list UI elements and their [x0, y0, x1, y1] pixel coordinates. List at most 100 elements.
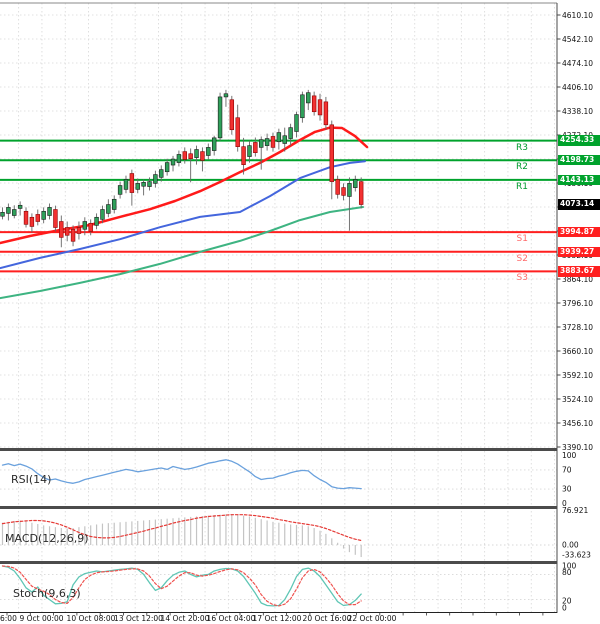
candle-down[interactable]: [129, 173, 135, 193]
candle-down[interactable]: [182, 151, 187, 160]
candle-down[interactable]: [23, 210, 29, 225]
candle-up[interactable]: [223, 93, 229, 98]
rsi-scale-label: 100: [562, 451, 577, 460]
candle-up[interactable]: [264, 138, 270, 146]
candle-up[interactable]: [206, 147, 211, 156]
candle-up[interactable]: [259, 139, 264, 148]
candle-down[interactable]: [317, 99, 323, 116]
candle-up[interactable]: [6, 207, 11, 214]
macd-signal-line: [1, 514, 362, 542]
candle-up[interactable]: [112, 198, 117, 210]
candle-up[interactable]: [147, 181, 152, 187]
candle-down[interactable]: [59, 221, 64, 238]
candle-up[interactable]: [217, 96, 223, 139]
candle-up[interactable]: [47, 207, 52, 216]
price-tick-label: 4406.10: [562, 83, 593, 92]
candle-up[interactable]: [141, 182, 146, 187]
candle-up[interactable]: [0, 212, 5, 217]
candle-up[interactable]: [247, 145, 252, 157]
candle-down[interactable]: [200, 151, 205, 161]
candle-down[interactable]: [235, 117, 240, 147]
price-tick-label: 4204.10: [562, 155, 593, 164]
candle-down[interactable]: [311, 95, 317, 113]
price-tick-label: 3592.10: [562, 371, 593, 380]
candle-down[interactable]: [53, 209, 58, 228]
time-tick-label: 14 Oct 20:00: [161, 614, 210, 623]
candle-up[interactable]: [153, 174, 158, 184]
candle-down[interactable]: [335, 179, 340, 195]
price-tick-label: 4068.10: [562, 203, 593, 212]
stoch-d-line: [1, 565, 362, 607]
panel-separator-3: [0, 561, 557, 564]
candle-up[interactable]: [41, 210, 46, 220]
ma-slow-green: [0, 206, 364, 300]
candle-down[interactable]: [35, 214, 40, 222]
candle-down[interactable]: [241, 146, 246, 165]
candle-up[interactable]: [12, 209, 17, 216]
price-tick-label: 3524.10: [562, 395, 593, 404]
price-tick-label: 3456.10: [562, 419, 593, 428]
candle-down[interactable]: [88, 222, 93, 232]
candle-up[interactable]: [211, 137, 217, 151]
candle-down[interactable]: [323, 101, 329, 126]
rsi-scale-label: 0: [562, 499, 567, 508]
panel-separator-1: [0, 448, 557, 451]
candle-up[interactable]: [100, 209, 105, 220]
candle-down[interactable]: [64, 227, 70, 236]
candle-down[interactable]: [229, 99, 235, 131]
candle-down[interactable]: [253, 142, 258, 153]
candle-up[interactable]: [135, 183, 140, 190]
candle-up[interactable]: [276, 132, 282, 143]
macd-scale-label: 0.00: [562, 541, 579, 550]
time-tick-label: 10 Oct 08:00: [67, 614, 116, 623]
candle-up[interactable]: [176, 154, 182, 163]
price-tick-label: 4610.10: [562, 11, 593, 20]
candle-down[interactable]: [70, 228, 76, 242]
candle-up[interactable]: [164, 162, 170, 173]
candle-down[interactable]: [329, 124, 334, 182]
price-tick-label: 3796.10: [562, 299, 593, 308]
candle-up[interactable]: [82, 221, 88, 230]
macd-scale-label: 76.921: [562, 506, 588, 515]
price-tick-label: 3932.10: [562, 251, 593, 260]
price-tick-label: 3390.10: [562, 443, 593, 452]
stoch-scale-label: 20: [562, 597, 572, 606]
candle-down[interactable]: [358, 181, 364, 205]
candle-up[interactable]: [194, 149, 199, 158]
candle-up[interactable]: [347, 183, 352, 197]
price-tick-label: 3864.10: [562, 275, 593, 284]
candle-up[interactable]: [123, 179, 129, 190]
panel-separator-2: [0, 506, 557, 509]
time-tick-label: 13 Oct 12:00: [114, 614, 163, 623]
time-tick-label: 6:00: [0, 614, 17, 623]
candle-up[interactable]: [94, 216, 99, 226]
candle-up[interactable]: [294, 114, 299, 132]
candle-up[interactable]: [300, 94, 305, 119]
candle-up[interactable]: [117, 185, 123, 195]
price-tick-label: 4272.10: [562, 131, 593, 140]
candle-up[interactable]: [159, 169, 164, 178]
candle-up[interactable]: [17, 204, 23, 209]
candle-up[interactable]: [288, 127, 293, 139]
candle-down[interactable]: [29, 216, 35, 227]
candle-down[interactable]: [270, 136, 276, 148]
price-tick-label: 3660.10: [562, 347, 593, 356]
candle-up[interactable]: [106, 204, 111, 214]
time-tick-label: 17 Oct 12:00: [253, 614, 302, 623]
rsi-line: [1, 459, 362, 490]
stoch-scale-label: 0: [562, 604, 567, 613]
candle-up[interactable]: [306, 92, 311, 104]
candle-up[interactable]: [353, 179, 358, 188]
candle-up[interactable]: [282, 135, 287, 144]
candle-up[interactable]: [170, 158, 176, 166]
candle-down[interactable]: [76, 227, 82, 234]
stoch-scale-label: 80: [562, 568, 572, 577]
candle-down[interactable]: [341, 187, 346, 196]
macd-scale-label: -33.623: [562, 551, 591, 560]
price-tick-label: 4542.10: [562, 35, 593, 44]
candle-down[interactable]: [188, 153, 193, 159]
price-tick-label: 4474.10: [562, 59, 593, 68]
price-tick-label: 4136.10: [562, 179, 593, 188]
